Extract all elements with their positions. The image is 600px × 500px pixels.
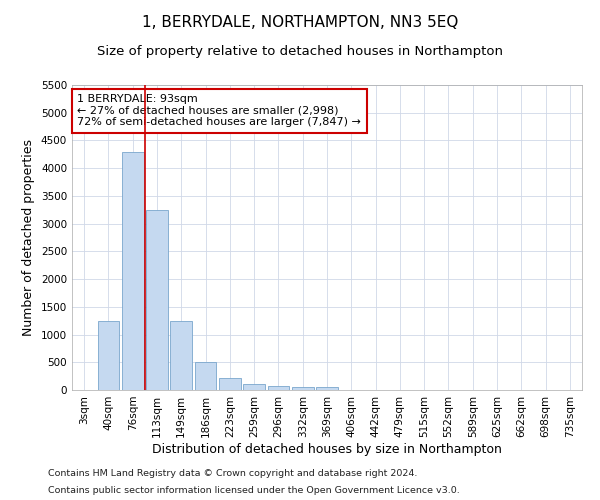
Text: 1, BERRYDALE, NORTHAMPTON, NN3 5EQ: 1, BERRYDALE, NORTHAMPTON, NN3 5EQ (142, 15, 458, 30)
Bar (122, 152, 143, 390)
Bar (170, 320, 192, 390)
Bar (146, 210, 168, 390)
Bar (219, 378, 241, 390)
Bar (97, 320, 119, 390)
Text: Size of property relative to detached houses in Northampton: Size of property relative to detached ho… (97, 45, 503, 58)
Text: Contains HM Land Registry data © Crown copyright and database right 2024.: Contains HM Land Registry data © Crown c… (48, 468, 418, 477)
Bar (194, 362, 217, 390)
Bar (268, 386, 289, 390)
Bar (292, 387, 314, 390)
X-axis label: Distribution of detached houses by size in Northampton: Distribution of detached houses by size … (152, 442, 502, 456)
Text: Contains public sector information licensed under the Open Government Licence v3: Contains public sector information licen… (48, 486, 460, 495)
Y-axis label: Number of detached properties: Number of detached properties (22, 139, 35, 336)
Bar (243, 384, 265, 390)
Bar (316, 387, 338, 390)
Text: 1 BERRYDALE: 93sqm
← 27% of detached houses are smaller (2,998)
72% of semi-deta: 1 BERRYDALE: 93sqm ← 27% of detached hou… (77, 94, 361, 128)
